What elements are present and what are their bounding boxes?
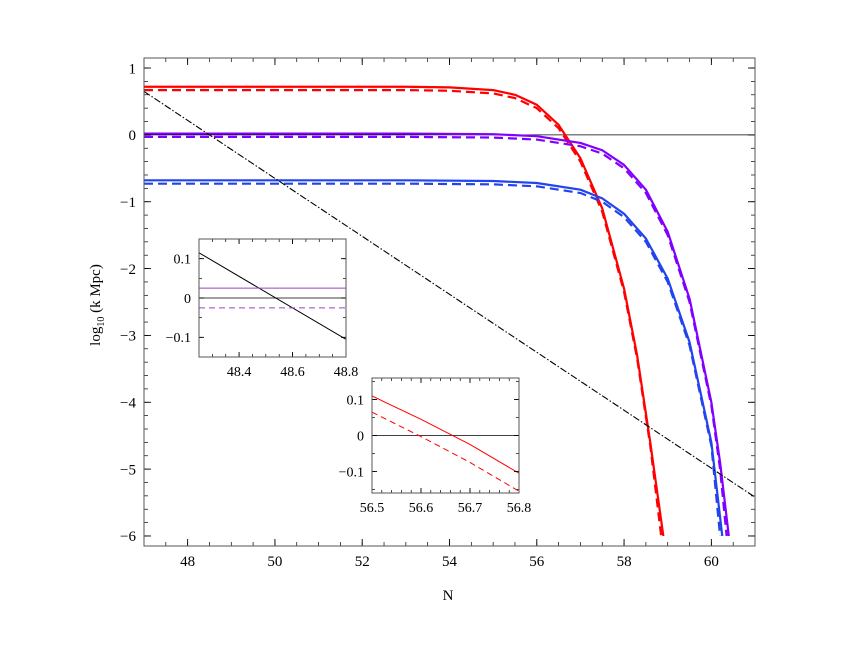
plot-frame bbox=[198, 238, 347, 358]
x-axis-label: N bbox=[443, 588, 454, 604]
x-tick-label: 56 bbox=[529, 554, 545, 570]
y-tick-label: −1 bbox=[120, 195, 136, 211]
y-tick-label: −3 bbox=[120, 329, 136, 345]
inset-plot-bottom: 56.5 56.6 56.7 56.8 0.1 0 −0.1 bbox=[339, 377, 532, 516]
y-tick-label: 0 bbox=[357, 429, 364, 444]
y-tick-label: 0.1 bbox=[174, 253, 192, 268]
series-line-6 bbox=[144, 182, 722, 537]
x-tick-label: 48.8 bbox=[334, 365, 359, 380]
x-tick-label: 56.6 bbox=[409, 501, 434, 516]
y-tick-label: 0 bbox=[129, 128, 137, 144]
y-axis-label: log10 (k Mpc) bbox=[88, 264, 107, 346]
y-tick-label: 0.1 bbox=[347, 393, 365, 408]
series-line-5 bbox=[144, 179, 724, 537]
x-tick-label: 48.6 bbox=[280, 365, 305, 380]
x-tick-label: 56.7 bbox=[458, 501, 483, 516]
plot-frame bbox=[371, 377, 520, 494]
y-axis-label-main: log bbox=[88, 326, 104, 346]
series-line-1 bbox=[372, 395, 519, 474]
x-tick-label: 52 bbox=[355, 554, 370, 570]
x-tick-label: 54 bbox=[442, 554, 458, 570]
series-line-2 bbox=[144, 88, 663, 537]
y-tick-label: −4 bbox=[120, 396, 136, 412]
y-tick-label: 1 bbox=[129, 61, 137, 77]
x-tick-label: 58 bbox=[617, 554, 632, 570]
plot-frame bbox=[143, 57, 756, 547]
y-axis-label-rest: (k Mpc) bbox=[88, 264, 104, 317]
x-tick-label: 56.5 bbox=[360, 501, 385, 516]
y-tick-label: −5 bbox=[120, 462, 136, 478]
x-tick-label: 48 bbox=[180, 554, 195, 570]
y-tick-label: 0 bbox=[184, 292, 191, 307]
series-line-7 bbox=[144, 90, 755, 498]
x-tick-label: 50 bbox=[267, 554, 282, 570]
y-axis-label-sub: 10 bbox=[96, 317, 107, 327]
series-line-1 bbox=[199, 252, 346, 340]
x-tick-label: 48.4 bbox=[227, 365, 252, 380]
series-line-2 bbox=[372, 411, 519, 492]
y-tick-label: −2 bbox=[120, 262, 136, 278]
x-tick-label: 56.8 bbox=[507, 501, 532, 516]
y-tick-label: −0.1 bbox=[339, 465, 364, 480]
y-tick-label: −0.1 bbox=[166, 331, 191, 346]
inset-plot-left: 48.4 48.6 48.8 0.1 0 −0.1 bbox=[166, 238, 359, 380]
y-tick-label: −6 bbox=[120, 529, 136, 545]
x-tick-label: 60 bbox=[704, 554, 719, 570]
